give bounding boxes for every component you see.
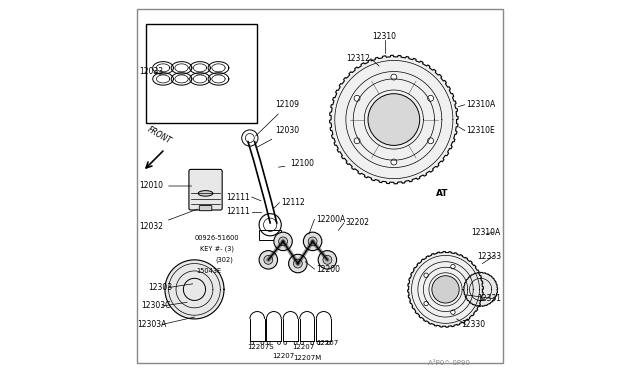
Text: 12111: 12111 xyxy=(226,207,250,217)
Circle shape xyxy=(451,264,455,269)
Text: 12303: 12303 xyxy=(148,283,172,292)
Circle shape xyxy=(308,237,317,246)
Text: 12207M: 12207M xyxy=(293,355,321,361)
Circle shape xyxy=(278,237,287,246)
Text: 12330: 12330 xyxy=(461,320,485,329)
Text: 12207: 12207 xyxy=(316,340,339,346)
Text: 12331: 12331 xyxy=(477,294,501,303)
Circle shape xyxy=(300,341,303,344)
Text: 15043E: 15043E xyxy=(196,268,222,274)
Circle shape xyxy=(391,74,397,80)
Text: AT: AT xyxy=(436,189,448,198)
Text: 12200: 12200 xyxy=(316,264,340,273)
Circle shape xyxy=(264,256,273,264)
Circle shape xyxy=(328,341,330,344)
Text: 12310A: 12310A xyxy=(472,228,501,237)
Text: 12312: 12312 xyxy=(346,54,370,63)
Text: 12112: 12112 xyxy=(281,198,305,207)
Text: KEY #- (3): KEY #- (3) xyxy=(200,246,234,252)
Text: 12032: 12032 xyxy=(139,209,197,231)
Circle shape xyxy=(428,138,433,144)
Text: FRONT: FRONT xyxy=(146,125,173,145)
Circle shape xyxy=(354,95,360,101)
Text: 12207: 12207 xyxy=(272,353,294,359)
Circle shape xyxy=(261,341,264,344)
Polygon shape xyxy=(408,251,483,327)
Text: 12310E: 12310E xyxy=(466,126,495,135)
Polygon shape xyxy=(165,260,224,319)
Text: 12333: 12333 xyxy=(477,251,501,261)
FancyBboxPatch shape xyxy=(189,169,222,210)
Circle shape xyxy=(391,159,397,165)
Text: 12303C: 12303C xyxy=(141,301,170,311)
Ellipse shape xyxy=(198,190,213,196)
Circle shape xyxy=(432,276,459,303)
Circle shape xyxy=(268,341,270,344)
Text: 12310A: 12310A xyxy=(466,100,495,109)
Circle shape xyxy=(251,341,253,344)
Circle shape xyxy=(311,341,314,344)
Circle shape xyxy=(259,251,278,269)
Text: 12310: 12310 xyxy=(372,32,397,41)
Bar xyxy=(147,23,257,123)
Text: 12207S: 12207S xyxy=(248,344,274,350)
FancyBboxPatch shape xyxy=(199,206,212,211)
Text: 12030: 12030 xyxy=(256,126,300,148)
Text: A²P0^ 0P90: A²P0^ 0P90 xyxy=(428,360,470,366)
Bar xyxy=(259,230,281,240)
Circle shape xyxy=(303,232,322,251)
Circle shape xyxy=(428,95,433,101)
Circle shape xyxy=(424,273,428,278)
Circle shape xyxy=(424,301,428,306)
Circle shape xyxy=(354,138,360,144)
Polygon shape xyxy=(463,272,498,307)
Polygon shape xyxy=(330,55,458,184)
Circle shape xyxy=(294,341,297,344)
Text: 12100: 12100 xyxy=(278,159,314,169)
Text: 12109: 12109 xyxy=(255,100,300,136)
Text: 12303A: 12303A xyxy=(137,320,166,329)
Circle shape xyxy=(274,232,292,251)
Text: 00926-51600: 00926-51600 xyxy=(195,235,239,241)
Text: 12033: 12033 xyxy=(139,67,163,76)
Circle shape xyxy=(293,259,302,268)
Circle shape xyxy=(284,341,287,344)
Circle shape xyxy=(451,310,455,314)
Circle shape xyxy=(318,251,337,269)
Text: 32202: 32202 xyxy=(346,218,370,227)
Circle shape xyxy=(368,94,420,145)
Circle shape xyxy=(317,341,320,344)
Text: 12207: 12207 xyxy=(292,344,314,350)
Circle shape xyxy=(289,254,307,273)
Text: (302): (302) xyxy=(215,257,233,263)
Circle shape xyxy=(467,287,472,292)
Text: 12200A: 12200A xyxy=(316,215,346,224)
Text: 12010: 12010 xyxy=(139,182,192,190)
Circle shape xyxy=(278,341,280,344)
Text: 12111: 12111 xyxy=(226,193,250,202)
Circle shape xyxy=(323,256,332,264)
